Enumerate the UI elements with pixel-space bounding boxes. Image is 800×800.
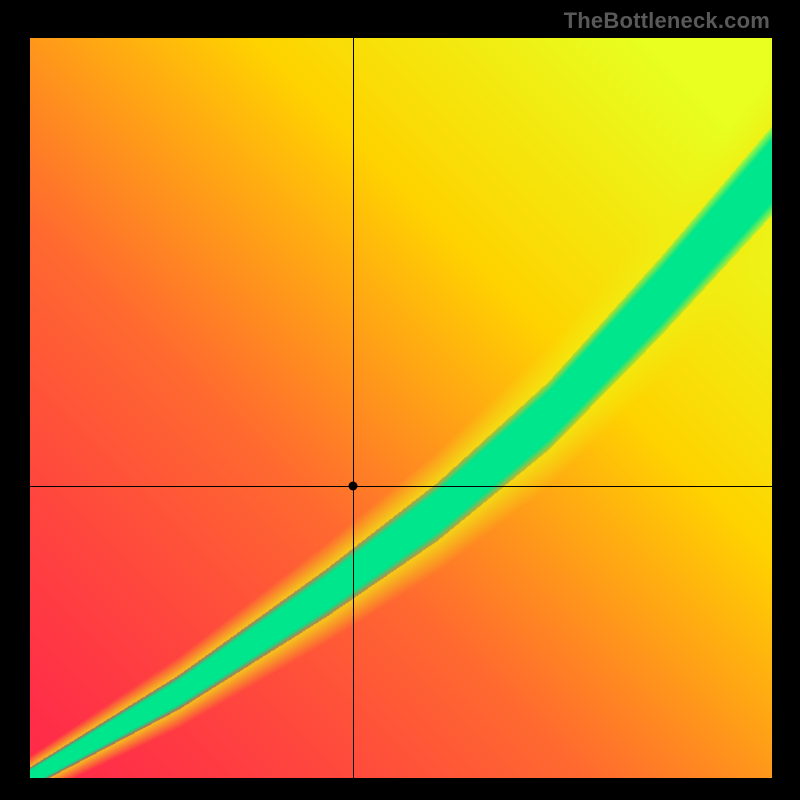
watermark-text: TheBottleneck.com (564, 8, 770, 34)
heatmap-canvas (30, 38, 772, 778)
marker-dot (348, 481, 357, 490)
crosshair-vertical (353, 38, 354, 778)
heatmap-plot (30, 38, 772, 778)
crosshair-horizontal (30, 486, 772, 487)
figure-root: TheBottleneck.com (0, 0, 800, 800)
